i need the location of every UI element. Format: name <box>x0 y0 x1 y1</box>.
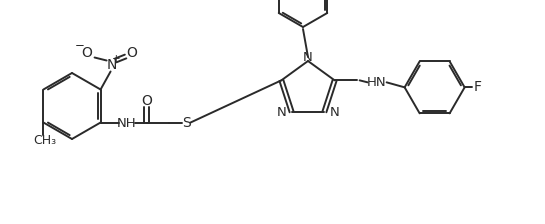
Text: N: N <box>106 58 117 71</box>
Text: O: O <box>141 93 152 108</box>
Text: +: + <box>112 54 121 63</box>
Text: HN: HN <box>367 76 386 89</box>
Text: CH₃: CH₃ <box>33 134 56 147</box>
Text: NH: NH <box>117 117 136 130</box>
Text: S: S <box>182 116 191 129</box>
Text: N: N <box>303 50 313 63</box>
Text: O: O <box>126 45 137 60</box>
Text: F: F <box>474 80 482 94</box>
Text: O: O <box>81 45 92 60</box>
Text: N: N <box>277 106 287 119</box>
Text: −: − <box>75 39 84 52</box>
Text: N: N <box>330 106 339 119</box>
